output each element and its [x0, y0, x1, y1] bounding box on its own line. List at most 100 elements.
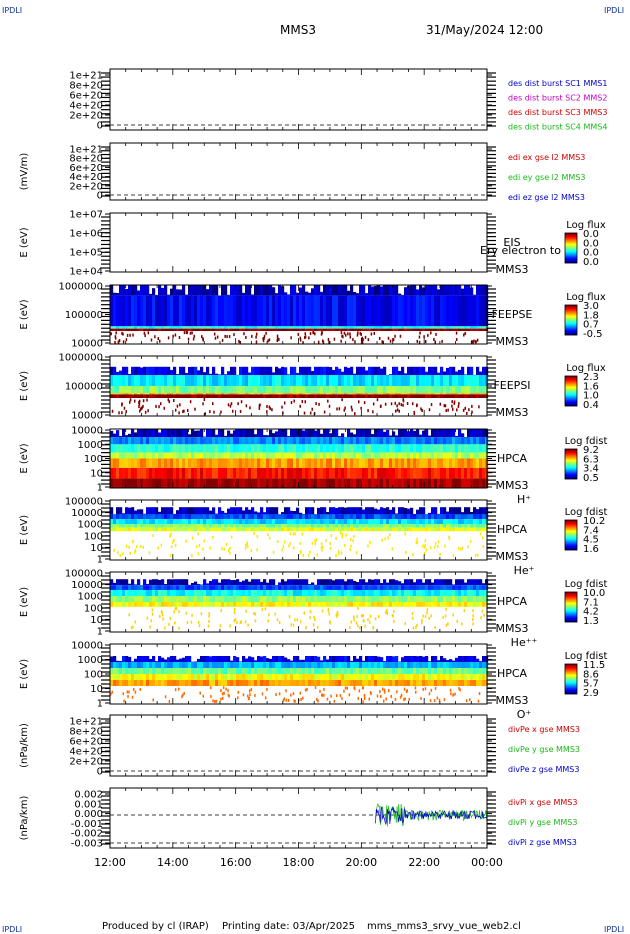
spectrogram-cell	[209, 373, 213, 376]
spectrogram-speck	[234, 618, 237, 622]
spectrogram-cell	[260, 452, 264, 459]
spectrogram-cell	[188, 394, 192, 398]
spectrogram-cell	[239, 386, 243, 394]
spectrogram-cell	[134, 444, 138, 453]
colorbar-cell	[565, 540, 577, 542]
spectrogram-cell	[170, 467, 174, 479]
spectrogram-cell	[461, 478, 465, 488]
panel-9	[101, 643, 578, 705]
colorbar-cell	[565, 543, 577, 545]
colorbar-tick-label: 0.7	[583, 320, 599, 331]
spectrogram-cell	[386, 437, 390, 445]
spectrogram-speck	[224, 334, 226, 338]
spectrogram-cell	[248, 524, 252, 528]
spectrogram-cell	[242, 452, 246, 459]
spectrogram-cell	[137, 467, 141, 479]
spectrogram-cell	[455, 285, 459, 296]
spectrogram-cell	[191, 366, 195, 376]
spectrogram-cell	[317, 328, 321, 332]
spectrogram-cell	[329, 478, 333, 488]
spectrogram-cell	[452, 507, 456, 515]
spectrogram-cell	[305, 452, 309, 459]
spectrogram-band	[110, 386, 489, 394]
spectrogram-cell	[206, 519, 210, 524]
spectrogram-cell	[230, 295, 234, 327]
spectrogram-cell	[299, 326, 303, 329]
spectrogram-speck	[308, 336, 310, 340]
spectrogram-cell	[134, 366, 138, 376]
spectrogram-speck	[317, 340, 320, 344]
spectrogram-cell	[482, 596, 486, 602]
spectrogram-speck	[132, 333, 134, 337]
spectrogram-cell	[302, 590, 306, 596]
spectrogram-cell	[347, 394, 351, 398]
spectrogram-cell	[401, 602, 405, 607]
spectrogram-cell	[407, 656, 411, 662]
spectrogram-band	[110, 328, 489, 332]
spectrogram-cell	[458, 579, 462, 586]
spectrogram-cell	[452, 375, 456, 386]
spectrogram-cell	[365, 582, 369, 586]
spectrogram-cell	[224, 393, 228, 395]
spectrogram-cell	[341, 437, 345, 445]
spectrogram-cell	[389, 375, 393, 386]
spectrogram-speck	[372, 410, 374, 414]
spectrogram-cell	[221, 467, 225, 479]
spectrogram-cell	[170, 514, 174, 520]
spectrogram-speck	[255, 335, 257, 339]
spectrogram-cell	[437, 596, 441, 602]
spectrogram-cell	[278, 527, 282, 532]
spectrogram-cell	[221, 527, 225, 532]
spectrogram-cell	[239, 596, 243, 602]
spectrogram-speck	[464, 406, 467, 410]
spectrogram-cell	[236, 507, 240, 515]
colorbar-cell	[565, 535, 577, 537]
colorbar-cell	[565, 259, 577, 261]
spectrogram-cell	[377, 509, 381, 515]
spectrogram-cell	[191, 386, 195, 394]
spectrogram-cell	[386, 429, 390, 438]
spectrogram-cell	[374, 508, 378, 515]
spectrogram-cell	[293, 596, 297, 602]
spectrogram-speck	[168, 622, 170, 626]
spectrogram-cell	[224, 514, 228, 520]
spectrogram-cell	[176, 444, 180, 453]
spectrogram-band	[110, 519, 489, 524]
spectrogram-cell	[374, 437, 378, 445]
colorbar-cell	[565, 621, 577, 623]
spectrogram-cell	[347, 375, 351, 386]
spectrogram-cell	[320, 527, 324, 532]
spectrogram-cell	[380, 295, 384, 327]
spectrogram-cell	[425, 524, 429, 528]
spectrogram-cell	[269, 285, 273, 296]
spectrogram-speck	[152, 534, 154, 538]
spectrogram-cell	[377, 478, 381, 488]
spectrogram-cell	[230, 433, 234, 438]
spectrogram-cell	[131, 366, 135, 376]
panel-8	[101, 571, 578, 633]
colorbar-cell	[565, 467, 577, 469]
spectrogram-cell	[416, 514, 420, 520]
spectrogram-cell	[404, 328, 408, 332]
spectrogram-cell	[176, 452, 180, 459]
spectrogram-cell	[314, 524, 318, 528]
spectrogram-cell	[278, 429, 282, 438]
spectrogram-cell	[194, 585, 198, 590]
colorbar-cell	[565, 537, 577, 539]
spectrogram-cell	[122, 478, 126, 488]
spectrogram-cell	[350, 660, 354, 662]
spectrogram-speck	[266, 405, 268, 409]
spectrogram-cell	[398, 293, 402, 296]
spectrogram-cell	[395, 596, 399, 602]
spectrogram-cell	[227, 527, 231, 532]
spectrogram-cell	[431, 429, 435, 438]
spectrogram-cell	[434, 467, 438, 479]
spectrogram-cell	[341, 585, 345, 590]
spectrogram-cell	[200, 295, 204, 327]
spectrogram-cell	[449, 375, 453, 386]
spectrogram-cell	[425, 656, 429, 662]
spectrogram-cell	[302, 328, 306, 332]
spectrogram-cell	[275, 437, 279, 445]
spectrogram-cell	[473, 596, 477, 602]
spectrogram-speck	[434, 542, 437, 546]
